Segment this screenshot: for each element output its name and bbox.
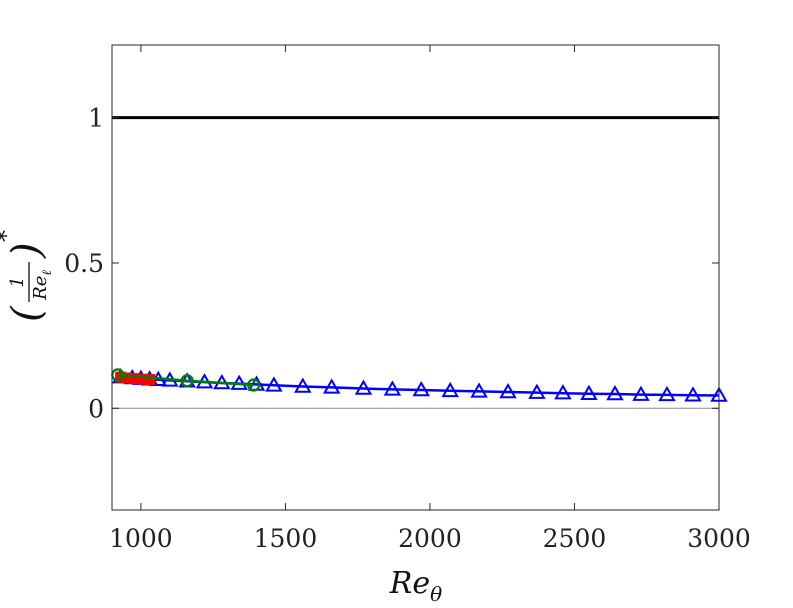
series-0-point	[470, 382, 488, 398]
series-0-point	[658, 385, 676, 402]
series-0-point	[322, 378, 341, 394]
series-0-point	[580, 384, 598, 400]
series-0-point	[528, 383, 546, 399]
x-axis-label-subscript: θ	[430, 582, 442, 606]
series-1-point	[144, 374, 156, 386]
series-0-point	[684, 386, 702, 402]
y-axis-label-denominator-base: Re	[30, 276, 51, 301]
series-0-point	[265, 376, 283, 392]
reference-lines	[112, 116, 719, 409]
y-axis-label-denominator: Reℓ	[30, 270, 55, 301]
series-0-point	[632, 385, 650, 401]
y-axis-label: ( 1 Reℓ ) *	[0, 230, 55, 322]
y-tick-label: 1	[88, 104, 104, 133]
series-2-point	[247, 378, 261, 392]
series-0-point	[499, 382, 517, 399]
series-2-line	[117, 373, 254, 387]
x-tick-label: 1000	[109, 524, 173, 553]
plot-frame	[111, 44, 720, 511]
x-tick-label: 2500	[543, 524, 607, 553]
plot-background	[112, 45, 719, 510]
series-0-point	[412, 380, 431, 397]
series-0-point	[354, 379, 373, 395]
y-axis-label-numerator: 1	[7, 276, 28, 287]
series-0-point	[383, 380, 402, 396]
series-0-point	[441, 381, 459, 398]
y-axis-label-open-paren: (	[4, 305, 50, 322]
series-0-point	[606, 385, 624, 401]
x-axis-label: Reθ	[389, 566, 442, 606]
y-tick-label: 0.5	[64, 249, 104, 278]
y-axis-label-close-paren: )	[4, 242, 50, 259]
x-tick-label: 3000	[687, 524, 751, 553]
y-axis-label-superscript: *	[0, 230, 20, 242]
x-tick-label: 1500	[254, 524, 318, 553]
series-layer	[111, 368, 728, 402]
series-0-line	[120, 375, 720, 397]
series-0-point	[294, 377, 312, 393]
y-axis-label-denominator-subscript: ℓ	[40, 270, 55, 276]
y-tick-label: 0	[88, 394, 104, 423]
series-2-point	[180, 374, 194, 388]
x-tick-label: 2000	[398, 524, 462, 553]
ticks-layer: 1000 1500 2000 2500 3000 0 0.5 1	[64, 45, 751, 553]
series-0-point	[554, 384, 572, 400]
x-axis-label-base: Re	[389, 566, 430, 601]
